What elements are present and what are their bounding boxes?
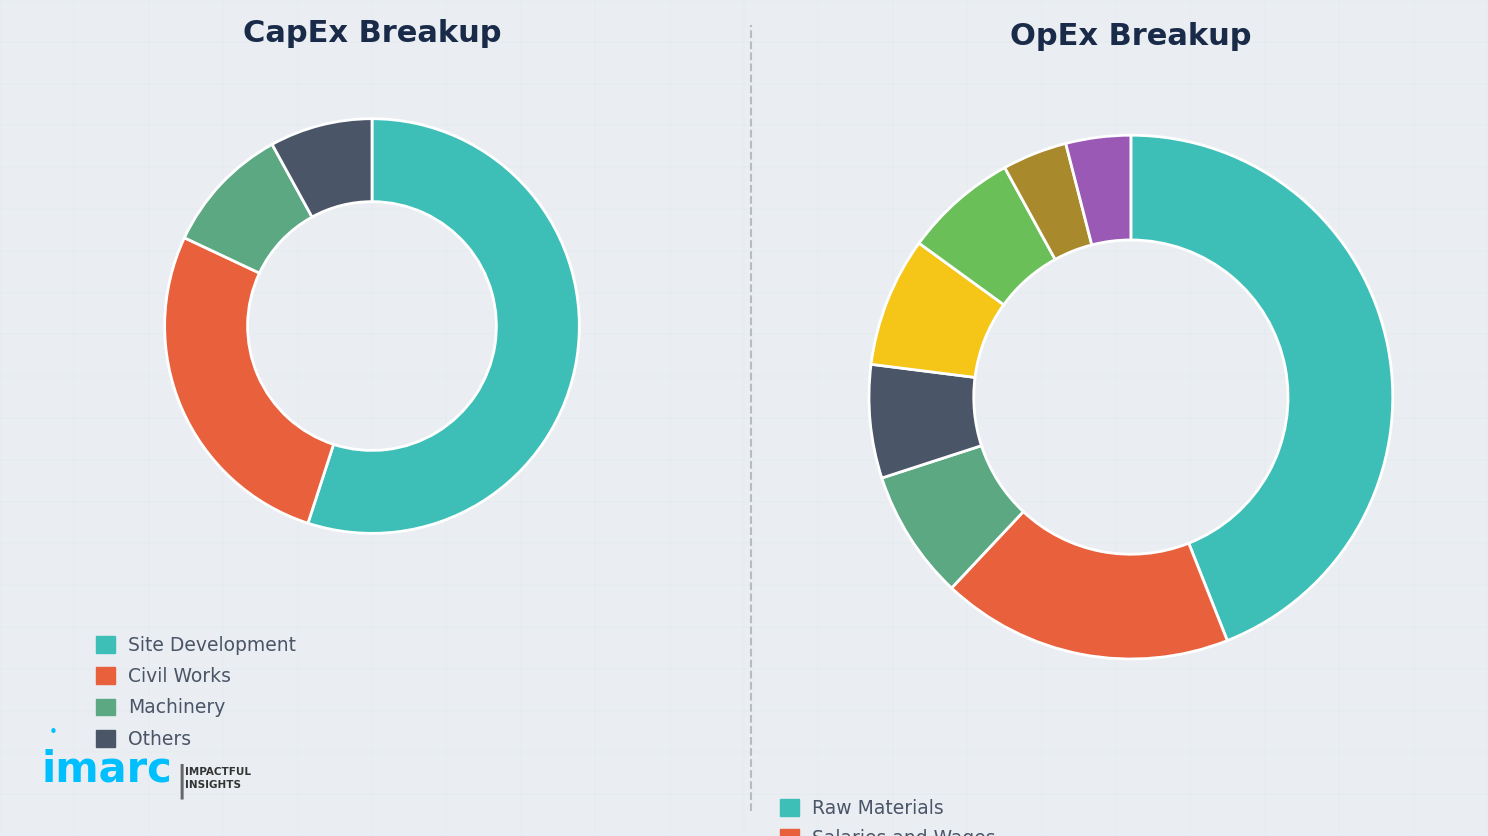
Title: OpEx Breakup: OpEx Breakup [1010,22,1251,51]
Legend: Raw Materials, Salaries and Wages, Taxes, Utility, Transportation, Overheads, De: Raw Materials, Salaries and Wages, Taxes… [780,799,995,836]
Wedge shape [952,512,1228,659]
Text: imarc: imarc [42,749,173,791]
Text: |: | [176,763,187,798]
Wedge shape [1131,135,1393,640]
Text: INSIGHTS: INSIGHTS [185,779,241,789]
Wedge shape [870,243,1004,377]
Wedge shape [882,446,1024,588]
Text: •: • [49,726,58,741]
Wedge shape [1004,144,1092,259]
Title: CapEx Breakup: CapEx Breakup [243,19,501,48]
Wedge shape [308,119,579,533]
Wedge shape [165,237,333,523]
Text: IMPACTFUL: IMPACTFUL [185,767,250,777]
Wedge shape [272,119,372,217]
Wedge shape [185,145,312,273]
Wedge shape [920,167,1055,305]
Wedge shape [1065,135,1131,245]
Legend: Site Development, Civil Works, Machinery, Others: Site Development, Civil Works, Machinery… [97,636,296,748]
Wedge shape [869,364,982,478]
